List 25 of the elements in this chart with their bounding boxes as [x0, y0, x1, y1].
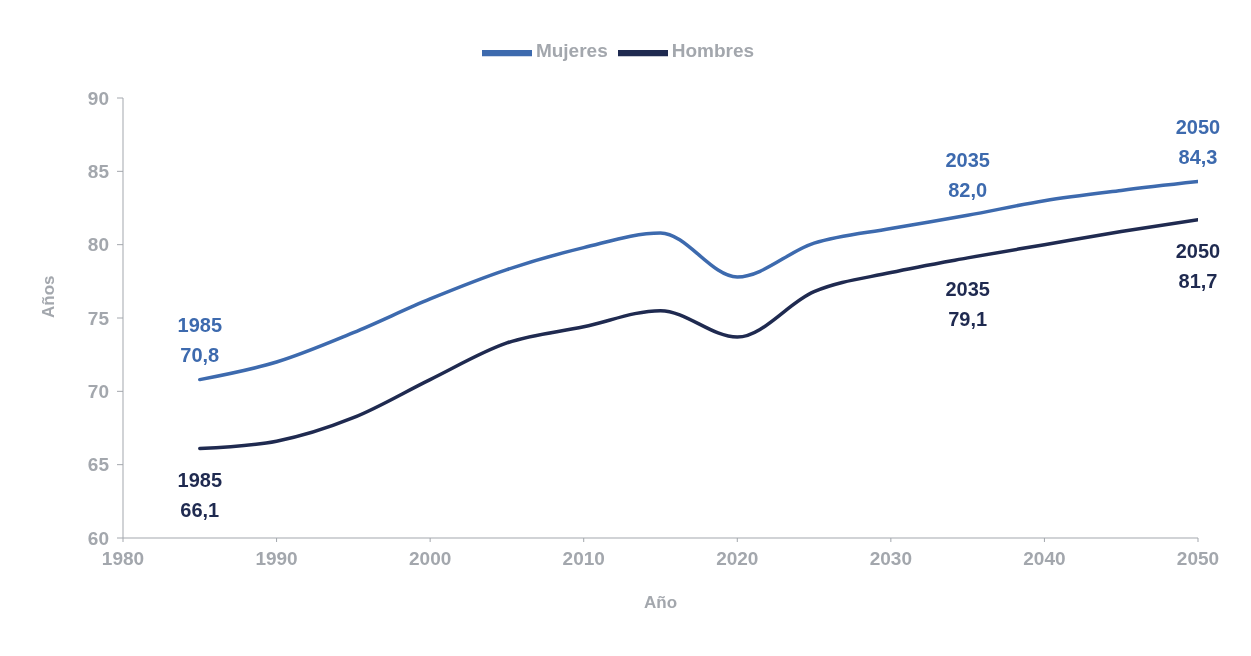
x-tick-label: 1980	[101, 548, 145, 570]
x-tick-label: 2000	[409, 548, 452, 570]
x-axis-title: Año	[643, 593, 678, 612]
annotation: 2035 79,1	[945, 277, 990, 330]
x-tick-label: 2040	[1023, 548, 1066, 570]
y-tick-label: 85	[87, 161, 110, 183]
y-tick-label: 90	[87, 87, 109, 109]
annotation: 2035 82,0	[945, 149, 990, 202]
y-tick-label: 65	[87, 454, 110, 476]
annotation: 2050 84,3	[1175, 115, 1221, 168]
annotation: 1985 70,8	[177, 313, 223, 366]
annotation: 1985 66,1	[177, 468, 223, 521]
x-tick-label: 2050	[1176, 548, 1220, 570]
annotation: 2050 81,7	[1175, 239, 1221, 292]
x-tick-label: 1990	[255, 548, 298, 570]
legend-label: Hombres	[671, 39, 755, 61]
y-tick-label: 75	[87, 307, 110, 329]
x-tick-label: 2030	[869, 548, 912, 570]
x-tick-label: 2020	[716, 548, 759, 570]
x-tick-label: 2010	[562, 548, 605, 570]
legend-label: Mujeres	[535, 39, 608, 61]
y-tick-label: 60	[87, 527, 109, 549]
y-tick-label: 70	[87, 381, 109, 403]
y-axis-title: Años	[39, 275, 59, 318]
y-tick-label: 80	[87, 234, 109, 256]
